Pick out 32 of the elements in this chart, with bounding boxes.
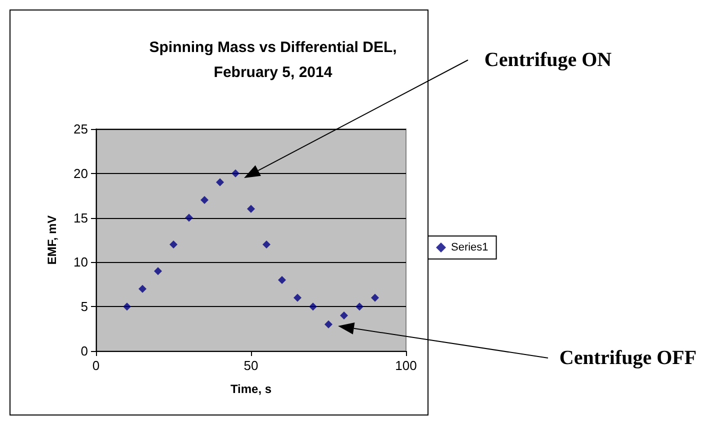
point <box>138 284 146 293</box>
text: Centrifuge OFF <box>559 347 697 369</box>
y-axis-title: EMF, mV <box>45 215 59 265</box>
point <box>216 178 224 186</box>
y-tick-label: 15 <box>74 210 88 226</box>
point <box>185 214 193 222</box>
y-tick-label: 10 <box>74 254 88 270</box>
point <box>356 302 364 311</box>
legend-label: Series1 <box>451 242 488 254</box>
point <box>324 320 332 328</box>
point <box>154 267 162 276</box>
point <box>170 240 178 248</box>
x-tick-label: 100 <box>395 358 417 373</box>
x-tick-label: 50 <box>244 358 258 373</box>
point <box>340 311 348 320</box>
x-axis-title: Time, s <box>230 382 272 396</box>
point <box>232 169 240 178</box>
point <box>278 276 286 284</box>
text: Centrifuge ON <box>484 49 612 71</box>
point <box>309 302 317 311</box>
x-tick-label: 0 <box>92 358 100 373</box>
point <box>371 294 379 302</box>
point <box>294 294 302 302</box>
y-tick-label: 0 <box>80 344 88 358</box>
chart-title: Spinning Mass vs Differential DEL, February 5, 2014 <box>149 39 397 81</box>
y-tick-label: 20 <box>74 166 88 181</box>
y-tick-label: 5 <box>80 299 88 314</box>
point <box>247 204 255 213</box>
y-tick-label: 25 <box>74 122 88 136</box>
point <box>200 196 208 204</box>
point <box>123 302 131 311</box>
point <box>262 240 270 248</box>
